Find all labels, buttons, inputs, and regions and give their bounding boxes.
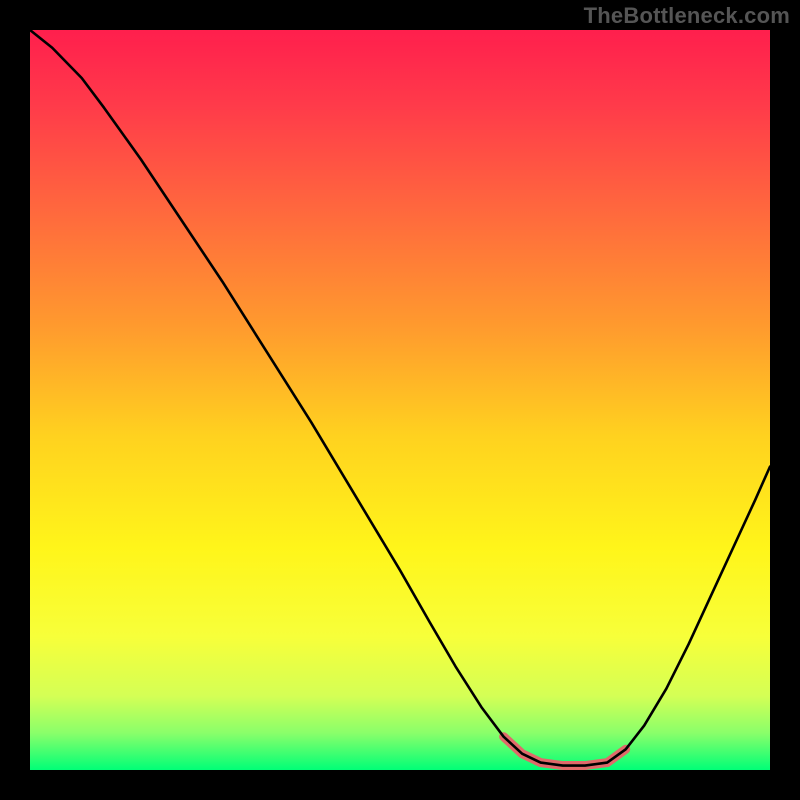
watermark-text: TheBottleneck.com	[584, 3, 790, 29]
bottleneck-curve-chart	[0, 0, 800, 800]
plot-background	[30, 30, 770, 770]
chart-canvas: TheBottleneck.com	[0, 0, 800, 800]
